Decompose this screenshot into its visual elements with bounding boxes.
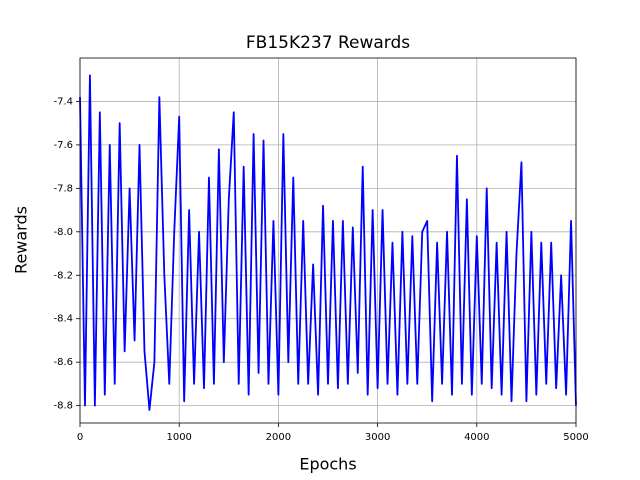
y-tick-label: -8.8 bbox=[53, 401, 73, 412]
y-tick-label: -8.6 bbox=[53, 357, 73, 368]
x-tick-label: 3000 bbox=[365, 432, 390, 443]
y-tick-label: -8.4 bbox=[53, 314, 73, 325]
y-tick-label: -7.6 bbox=[53, 140, 73, 151]
x-tick-label: 0 bbox=[77, 432, 83, 443]
y-tick-label: -8.0 bbox=[53, 227, 73, 238]
y-axis-label: Rewards bbox=[12, 206, 31, 274]
plot-frame bbox=[79, 57, 577, 424]
x-tick-label: 4000 bbox=[464, 432, 489, 443]
data-line bbox=[79, 74, 577, 411]
chart-title: FB15K237 Rewards bbox=[246, 33, 410, 53]
x-tick-label: 1000 bbox=[166, 432, 191, 443]
x-tick-label: 5000 bbox=[563, 432, 588, 443]
x-axis-label: Epochs bbox=[299, 455, 356, 474]
x-tick-label: 2000 bbox=[266, 432, 291, 443]
y-tick-label: -7.4 bbox=[53, 96, 73, 107]
y-tick-label: -8.2 bbox=[53, 270, 73, 281]
y-tick-label: -7.8 bbox=[53, 183, 73, 194]
